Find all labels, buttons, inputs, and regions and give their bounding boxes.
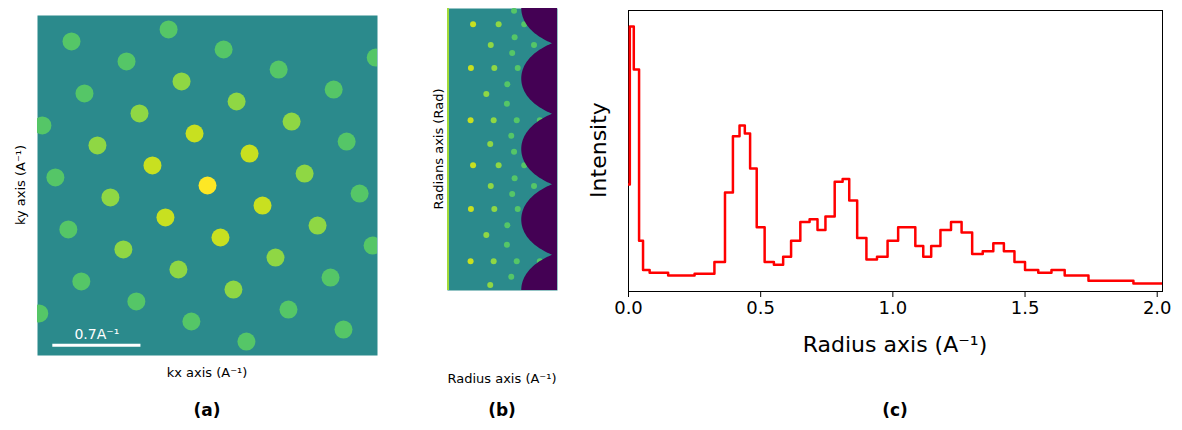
html-text:Intensity: Intensity bbox=[585, 102, 611, 198]
html-text:kx axis (A⁻¹): kx axis (A⁻¹) bbox=[166, 364, 248, 380]
html-text:Radians axis (Rad): Radians axis (Rad) bbox=[430, 88, 446, 210]
html-text:(b): (b) bbox=[488, 400, 516, 420]
svg-text:0.5: 0.5 bbox=[746, 297, 775, 318]
svg-text:0.0: 0.0 bbox=[614, 297, 643, 318]
svg-text:0.7A⁻¹: 0.7A⁻¹ bbox=[74, 326, 119, 342]
svg-text:2.0: 2.0 bbox=[1143, 297, 1172, 318]
html-text:(a): (a) bbox=[193, 400, 221, 420]
svg-text:1.0: 1.0 bbox=[879, 297, 908, 318]
svg-text:1.5: 1.5 bbox=[1011, 297, 1040, 318]
html-text:Radius axis (A⁻¹): Radius axis (A⁻¹) bbox=[802, 331, 988, 357]
html-text:(c): (c) bbox=[882, 400, 908, 420]
html-text:ky axis (A⁻¹): ky axis (A⁻¹) bbox=[12, 144, 28, 226]
html-text:Radius axis (A⁻¹): Radius axis (A⁻¹) bbox=[447, 370, 557, 386]
